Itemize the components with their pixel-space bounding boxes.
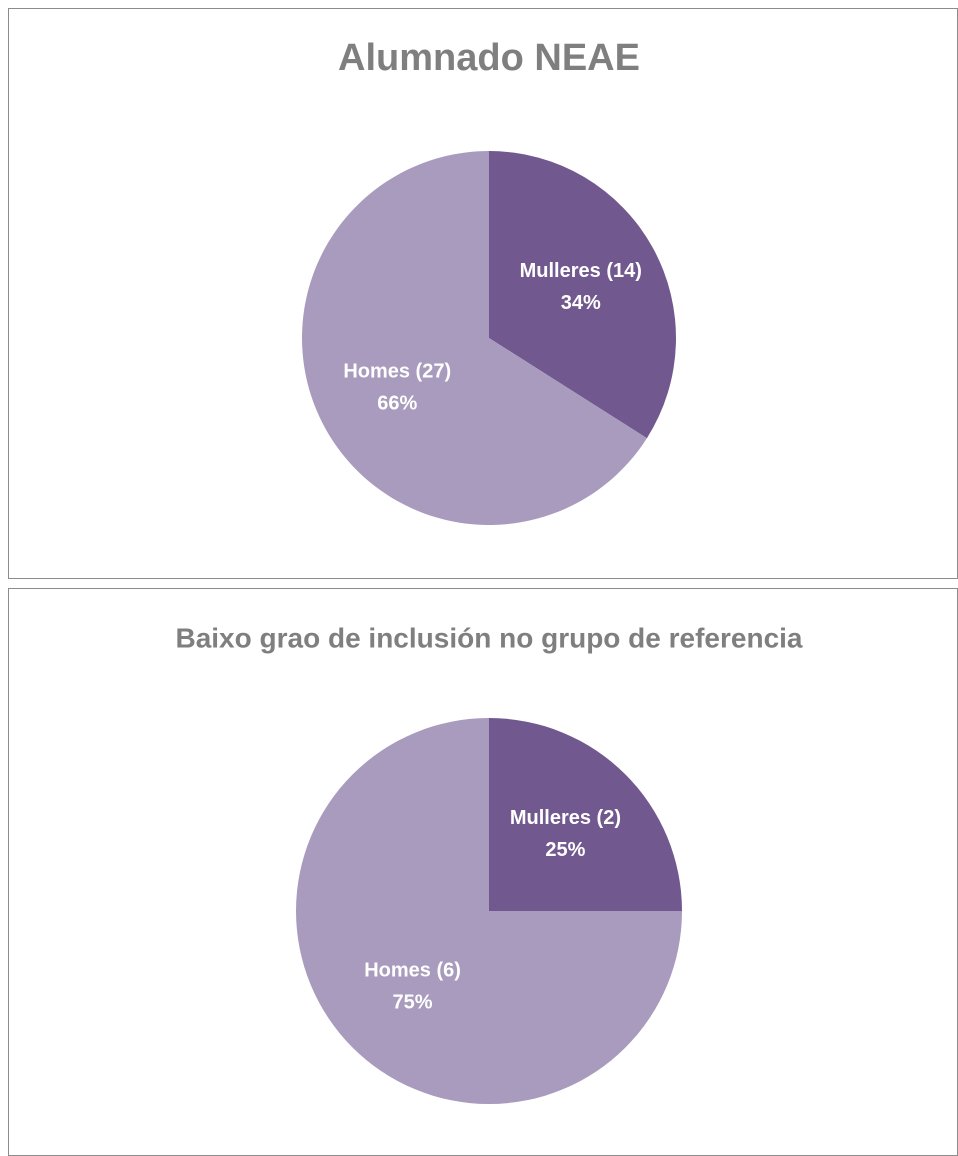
pie-slice — [489, 718, 682, 911]
slice-label: Homes (6) — [364, 960, 461, 982]
slice-value-label: 34% — [561, 292, 601, 314]
slice-value-label: 75% — [393, 992, 433, 1014]
slice-label: Mulleres (14) — [520, 260, 642, 282]
chart-title: Alumnado NEAE — [338, 37, 640, 79]
pie-slice — [296, 718, 682, 1104]
slice-label: Homes (27) — [343, 361, 451, 383]
slice-value-label: 25% — [545, 839, 585, 861]
slice-label: Mulleres (2) — [510, 807, 621, 829]
slice-value-label: 66% — [377, 393, 417, 415]
pie-slice — [489, 151, 677, 439]
pie-slice — [302, 151, 647, 526]
chart-title: Baixo grao de inclusión no grupo de refe… — [175, 622, 802, 653]
